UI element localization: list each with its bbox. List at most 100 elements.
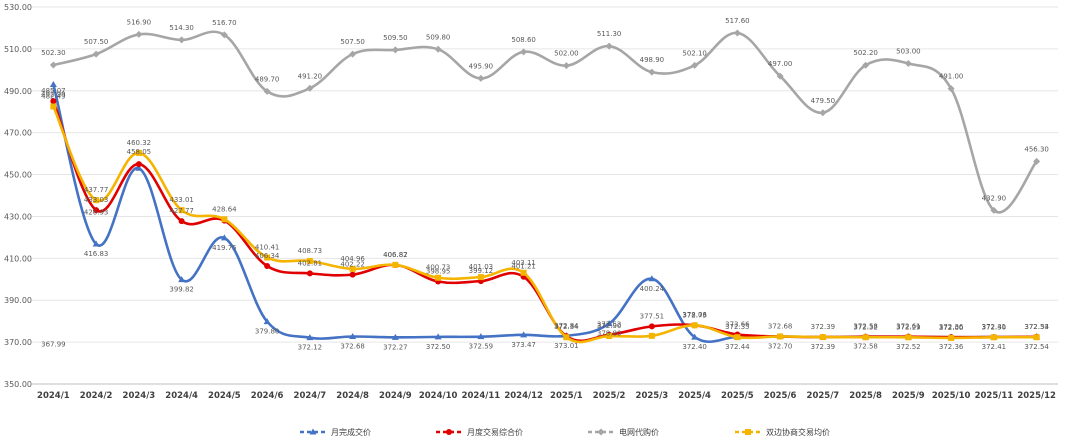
y-tick-label: 390.00	[4, 296, 32, 305]
series-point	[1033, 157, 1041, 165]
data-label: 400.24	[640, 285, 665, 293]
series-point	[49, 81, 57, 88]
data-label: 432.90	[982, 194, 1007, 202]
data-label: 509.50	[383, 34, 408, 42]
data-label: 372.40	[682, 343, 707, 351]
x-tick-label: 2024/12	[504, 391, 543, 401]
data-label: 399.12	[469, 267, 494, 275]
series-point	[178, 218, 185, 225]
x-tick-label: 2025/9	[892, 391, 925, 401]
data-label: 372.35	[725, 323, 750, 331]
data-label: 433.01	[169, 196, 194, 204]
x-axis: 2024/1 2024/2 2024/3 2024/4 2024/5 2024/6 2024…	[37, 391, 1056, 401]
y-tick-label: 450.00	[4, 171, 32, 180]
series-point	[734, 334, 741, 341]
data-label: 400.73	[426, 264, 451, 272]
series-point	[306, 334, 314, 341]
x-tick-label: 2024/3	[123, 391, 156, 401]
series-0	[49, 29, 1041, 214]
data-label: 516.90	[127, 18, 152, 26]
data-label: 372.29	[896, 323, 921, 331]
series-point	[947, 85, 955, 93]
data-label: 402.22	[340, 261, 365, 269]
series-point	[648, 68, 656, 76]
y-tick-label: 370.00	[4, 338, 32, 347]
series-point	[135, 30, 143, 38]
series-point	[905, 334, 912, 341]
data-label: 427.77	[169, 207, 194, 215]
series-point	[392, 261, 399, 268]
data-label: 456.30	[1024, 145, 1049, 153]
legend: 月完成交价 月度交易综合价 电网代购价 双边协商交易均价	[300, 427, 830, 437]
series-point	[264, 254, 271, 261]
series-point	[691, 61, 699, 69]
series-point	[776, 72, 784, 80]
data-label: 502.10	[682, 49, 707, 57]
data-label: 373.66	[725, 320, 750, 328]
series-point	[93, 207, 100, 214]
series-point	[648, 323, 655, 330]
series-point	[306, 270, 313, 277]
data-label: 373.01	[554, 342, 579, 350]
data-label: 517.60	[725, 17, 750, 25]
series-point	[220, 31, 228, 39]
data-label: 372.12	[298, 344, 323, 352]
data-label: 489.70	[255, 75, 280, 83]
x-tick-label: 2025/6	[764, 391, 797, 401]
data-label: 401.03	[469, 263, 494, 271]
data-label: 514.30	[169, 24, 194, 32]
data-label: 503.00	[896, 48, 921, 56]
legend-item: 双边协商交易均价	[735, 427, 830, 437]
series-point	[178, 36, 186, 44]
data-label: 404.96	[340, 255, 365, 263]
series-point	[435, 274, 442, 281]
data-label: 378.80	[597, 330, 622, 338]
series-point	[904, 60, 912, 68]
series-point	[221, 216, 228, 223]
series-point	[263, 87, 271, 95]
x-tick-label: 2024/1	[37, 391, 70, 401]
series-point	[50, 98, 57, 105]
x-tick-label: 2025/10	[932, 391, 971, 401]
data-label: 502.30	[41, 49, 66, 57]
legend-marker	[745, 429, 751, 435]
data-label: 479.50	[811, 97, 836, 105]
data-label: 485.07	[41, 87, 66, 95]
data-label: 492.99	[41, 91, 66, 99]
y-tick-label: 490.00	[4, 87, 32, 96]
data-label: 373.52	[597, 321, 622, 329]
x-tick-label: 2024/10	[419, 391, 458, 401]
data-label: 372.44	[725, 343, 750, 351]
legend-marker	[446, 429, 452, 435]
series-point	[220, 234, 228, 241]
series-point	[178, 276, 186, 283]
y-tick-label: 430.00	[4, 212, 32, 221]
series-point	[477, 274, 484, 281]
series-point	[50, 103, 57, 110]
series-3	[50, 103, 1040, 344]
data-label: 372.90	[597, 322, 622, 330]
series-point	[391, 46, 399, 54]
x-tick-label: 2025/4	[678, 391, 711, 401]
legend-label: 月完成交价	[331, 427, 371, 437]
x-tick-label: 2025/7	[807, 391, 840, 401]
data-label: 372.30	[982, 323, 1007, 331]
legend-marker	[309, 428, 317, 435]
series-point	[306, 84, 314, 92]
data-label: 410.41	[255, 243, 280, 251]
data-label: 372.39	[811, 323, 836, 331]
data-label: 426.93	[84, 209, 109, 217]
data-label: 372.27	[383, 343, 408, 351]
data-label: 378.06	[682, 311, 707, 319]
series-point	[605, 320, 613, 327]
data-label: 507.50	[84, 38, 109, 46]
series-point	[434, 45, 442, 53]
data-label: 482.49	[41, 93, 66, 101]
data-label: 372.52	[896, 343, 921, 351]
x-tick-label: 2024/7	[294, 391, 327, 401]
y-tick-label: 410.00	[4, 254, 32, 263]
series-point	[777, 333, 784, 340]
data-label: 372.84	[554, 322, 579, 330]
series-point	[862, 334, 869, 341]
series-point	[135, 164, 143, 171]
